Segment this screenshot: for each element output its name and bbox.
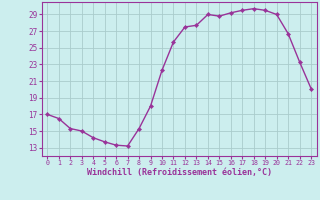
X-axis label: Windchill (Refroidissement éolien,°C): Windchill (Refroidissement éolien,°C) (87, 168, 272, 177)
